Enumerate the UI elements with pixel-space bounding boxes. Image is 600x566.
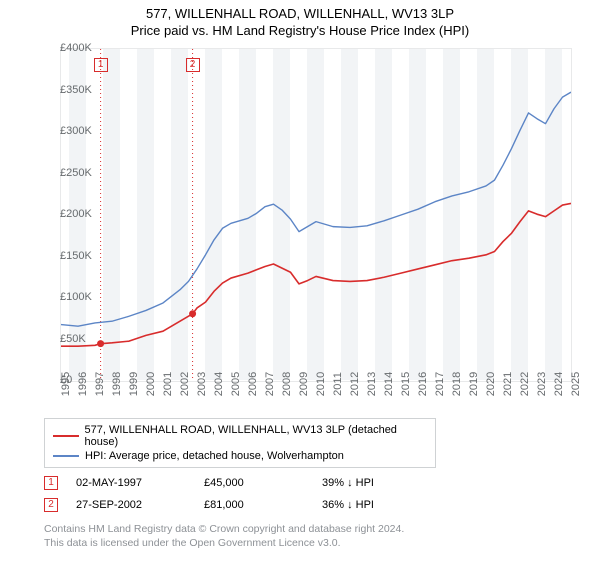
plot-area xyxy=(60,48,572,382)
x-tick-label: 2003 xyxy=(196,372,208,396)
x-tick-label: 2006 xyxy=(247,372,259,396)
sale-marker-label: 1 xyxy=(94,58,108,72)
sale-row: 2 27-SEP-2002 £81,000 36% ↓ HPI xyxy=(44,494,600,516)
footnote-line: This data is licensed under the Open Gov… xyxy=(44,536,564,550)
x-tick-label: 2007 xyxy=(264,372,276,396)
x-tick-label: 2013 xyxy=(366,372,378,396)
x-tick-label: 2015 xyxy=(400,372,412,396)
sale-row: 1 02-MAY-1997 £45,000 39% ↓ HPI xyxy=(44,472,600,494)
x-tick-label: 2016 xyxy=(417,372,429,396)
x-tick-label: 1998 xyxy=(111,372,123,396)
sale-index: 1 xyxy=(44,476,58,490)
legend-swatch xyxy=(53,455,79,457)
series-line xyxy=(61,92,571,326)
x-tick-label: 2024 xyxy=(553,372,565,396)
x-tick-label: 2014 xyxy=(383,372,395,396)
footnote: Contains HM Land Registry data © Crown c… xyxy=(44,522,564,550)
x-tick-label: 1999 xyxy=(128,372,140,396)
x-tick-label: 2017 xyxy=(434,372,446,396)
sale-index: 2 xyxy=(44,498,58,512)
x-tick-label: 2009 xyxy=(298,372,310,396)
plot-svg xyxy=(61,49,571,381)
chart-subtitle: Price paid vs. HM Land Registry's House … xyxy=(0,23,600,38)
sale-relative-hpi: 39% ↓ HPI xyxy=(322,477,374,489)
series-line xyxy=(61,203,571,346)
legend-label: HPI: Average price, detached house, Wolv… xyxy=(85,450,344,462)
legend-label: 577, WILLENHALL ROAD, WILLENHALL, WV13 3… xyxy=(85,424,428,448)
x-tick-label: 2022 xyxy=(519,372,531,396)
chart-outer: 1995199619971998199920002001200220032004… xyxy=(20,40,580,410)
sale-price: £81,000 xyxy=(204,499,304,511)
x-tick-label: 2011 xyxy=(332,372,344,396)
sale-date: 02-MAY-1997 xyxy=(76,477,186,489)
x-tick-label: 2018 xyxy=(451,372,463,396)
chart-title: 577, WILLENHALL ROAD, WILLENHALL, WV13 3… xyxy=(0,6,600,21)
sale-marker-label: 2 xyxy=(186,58,200,72)
sale-date: 27-SEP-2002 xyxy=(76,499,186,511)
x-tick-label: 2008 xyxy=(281,372,293,396)
legend: 577, WILLENHALL ROAD, WILLENHALL, WV13 3… xyxy=(44,418,436,468)
x-tick-label: 2019 xyxy=(468,372,480,396)
x-tick-label: 2010 xyxy=(315,372,327,396)
x-tick-label: 2001 xyxy=(162,372,174,396)
footnote-line: Contains HM Land Registry data © Crown c… xyxy=(44,522,564,536)
sales-table: 1 02-MAY-1997 £45,000 39% ↓ HPI 2 27-SEP-2002… xyxy=(44,472,600,516)
x-tick-label: 2012 xyxy=(349,372,361,396)
x-tick-label: 2004 xyxy=(213,372,225,396)
x-tick-label: 2021 xyxy=(502,372,514,396)
x-tick-label: 2002 xyxy=(179,372,191,396)
sale-relative-hpi: 36% ↓ HPI xyxy=(322,499,374,511)
x-tick-label: 2025 xyxy=(570,372,582,396)
legend-item: 577, WILLENHALL ROAD, WILLENHALL, WV13 3… xyxy=(53,423,427,449)
x-tick-label: 1997 xyxy=(94,372,106,396)
x-tick-label: 2023 xyxy=(536,372,548,396)
legend-item: HPI: Average price, detached house, Wolv… xyxy=(53,449,427,463)
x-tick-label: 2000 xyxy=(145,372,157,396)
sale-price: £45,000 xyxy=(204,477,304,489)
x-tick-label: 2005 xyxy=(230,372,242,396)
chart-container: 577, WILLENHALL ROAD, WILLENHALL, WV13 3… xyxy=(0,6,600,550)
legend-swatch xyxy=(53,435,79,437)
x-tick-label: 1996 xyxy=(77,372,89,396)
x-tick-label: 2020 xyxy=(485,372,497,396)
